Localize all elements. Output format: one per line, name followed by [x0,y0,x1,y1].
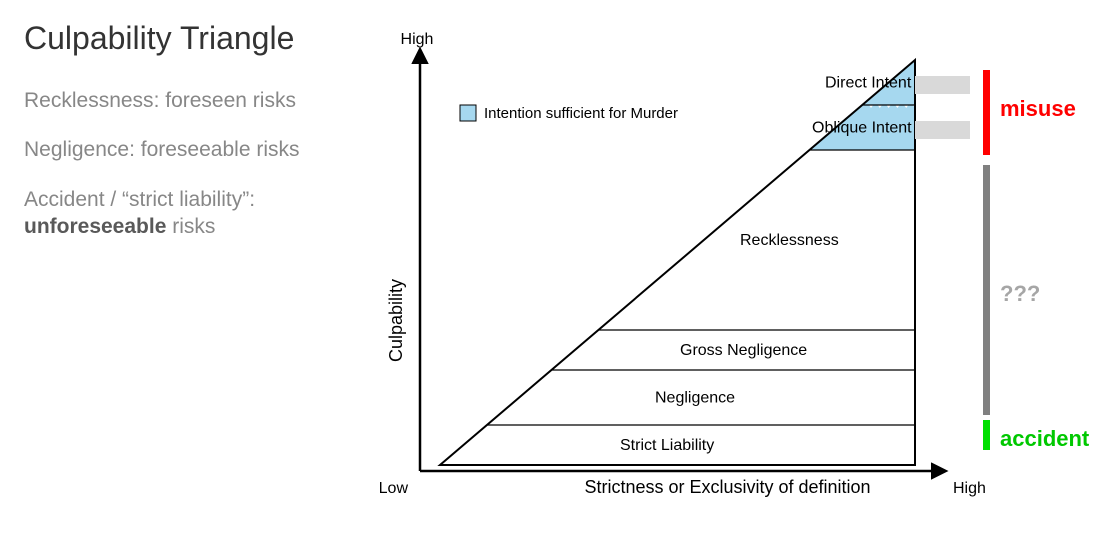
marker-bar [983,420,990,450]
y-axis-high: High [401,31,434,48]
x-axis-label: Strictness or Exclusivity of definition [584,477,870,497]
ext-line [915,76,970,94]
marker-label: accident [1000,426,1100,452]
chart-panel: Direct Intent Oblique Intent Recklessness G… [380,0,1110,546]
marker-bar [983,70,990,155]
def-desc: risks [166,215,215,238]
def-term: Recklessness [24,89,154,112]
def-term: Negligence [24,138,129,161]
def-term: Accident / “strict liability” [24,188,249,211]
def-recklessness: Recklessness: foreseen risks [24,87,370,114]
band-label: Recklessness [740,232,839,249]
left-panel: Culpability Triangle Recklessness: fores… [0,0,380,546]
def-desc: foreseen risks [165,89,296,112]
legend-swatch [460,105,476,121]
legend-text: Intention sufficient for Murder [484,105,678,122]
def-negligence: Negligence: foreseeable risks [24,136,370,163]
page-title: Culpability Triangle [24,20,370,57]
marker-label: misuse [1000,96,1100,122]
band-label: Strict Liability [620,437,714,454]
culpability-triangle-chart: Direct Intent Oblique Intent Recklessness G… [380,30,1000,520]
band-label: Negligence [655,390,735,407]
def-accident: Accident / “strict liability”: unforesee… [24,186,370,241]
def-desc: foreseeable risks [141,138,300,161]
axis-low: Low [380,480,408,497]
band-label: Gross Negligence [680,342,807,359]
band-label: Oblique Intent [812,120,912,137]
ext-line [915,121,970,139]
x-axis-high: High [953,480,986,497]
def-bold: unforeseeable [24,215,166,238]
y-axis-label: Culpability [386,279,406,362]
marker-label: ??? [1000,281,1100,307]
marker-bar [983,165,990,415]
band-label: Direct Intent [825,75,912,92]
